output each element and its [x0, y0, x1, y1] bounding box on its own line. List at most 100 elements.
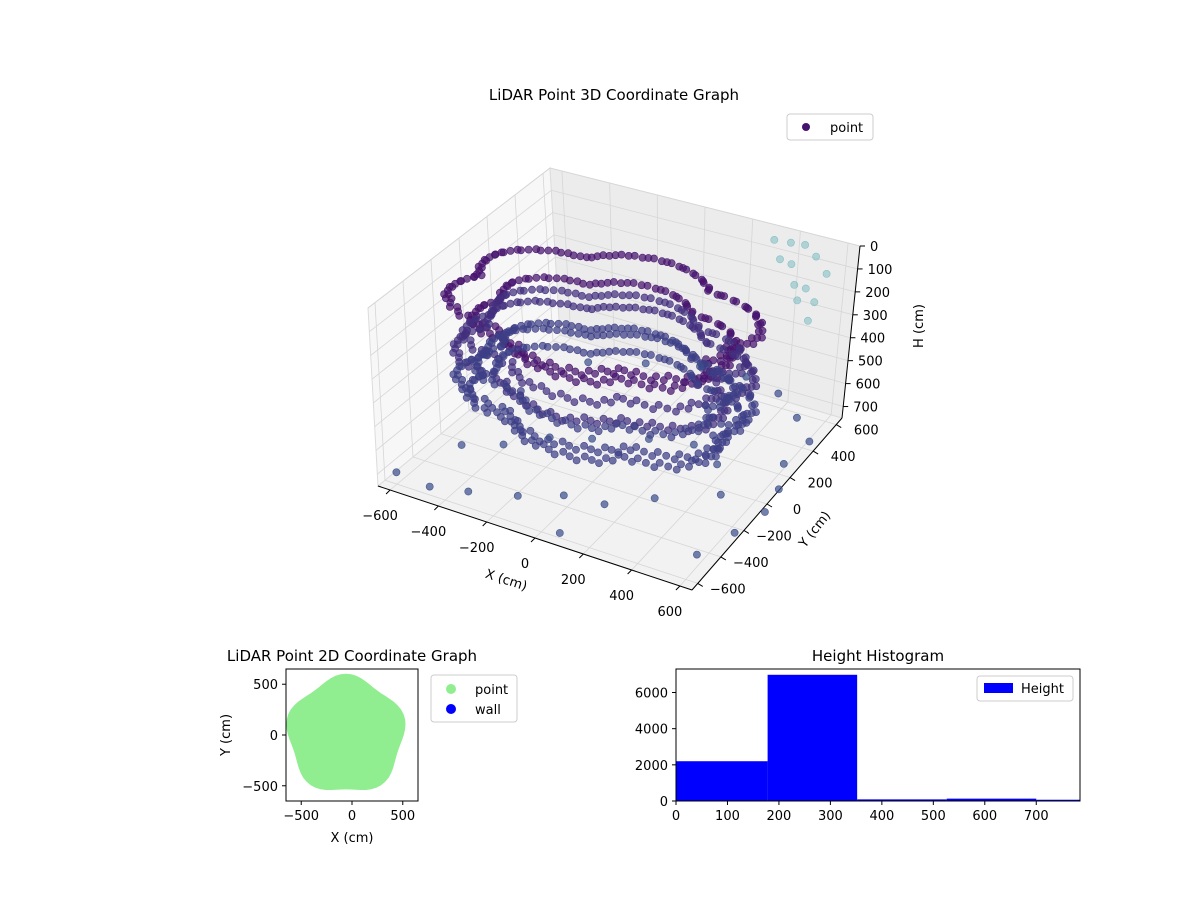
chart-3d-point — [605, 347, 614, 356]
chart-3d-point — [546, 367, 554, 376]
chart-3d-point — [672, 375, 680, 383]
chart-3d-point — [593, 400, 601, 409]
chart-3d-legend: point — [786, 113, 874, 141]
chart-3d-point — [445, 302, 454, 311]
chart-3d-point — [554, 319, 563, 328]
chart-3d-point — [787, 238, 795, 247]
chart-3d-point — [617, 279, 625, 288]
chart-3d-point — [600, 500, 609, 509]
chart-3d-point — [651, 284, 660, 293]
chart-3d-point — [659, 430, 668, 439]
chart-3d-point — [662, 451, 671, 460]
chart-3d-point — [490, 380, 499, 389]
chart-3d-point — [640, 350, 649, 359]
chart-2d-ticks: −500 0 500 500 0 −500 — [242, 678, 415, 824]
chart-3d-point — [464, 487, 473, 496]
chart-3d-point — [632, 396, 641, 405]
chart-3d-point — [758, 326, 767, 335]
chart-3d-point — [675, 450, 684, 459]
chart-3d-point — [587, 456, 596, 464]
chart-3d-point — [720, 392, 729, 401]
chart-3d-point — [608, 456, 617, 465]
chart-2d-y-tick-label: 500 — [253, 678, 278, 693]
chart-3d-point — [524, 245, 533, 254]
chart-3d-point — [688, 426, 696, 434]
chart-3d-point — [468, 345, 477, 354]
chart-3d-point — [499, 440, 508, 449]
chart-3d-point — [696, 362, 704, 371]
chart-3d-point — [741, 302, 750, 311]
chart-3d-y-tick-label: 0 — [793, 503, 801, 518]
histogram-bar — [1036, 799, 1080, 801]
chart-3d-point — [742, 372, 751, 381]
chart-3d-point — [666, 387, 675, 395]
chart-3d-z-tick-label: 200 — [865, 286, 890, 301]
chart-3d-point — [676, 402, 685, 411]
chart-3d-point — [507, 388, 515, 397]
chart-3d-point — [671, 428, 680, 436]
chart-2d-title: LiDAR Point 2D Coordinate Graph — [227, 647, 477, 665]
chart-3d-point — [779, 459, 788, 468]
chart-2d-x-tick-label: 0 — [348, 809, 356, 824]
chart-3d-point — [548, 392, 557, 400]
chart-3d-point — [689, 269, 698, 278]
histogram-y-tick-label: 6000 — [635, 687, 668, 702]
chart-3d-point — [790, 280, 799, 289]
chart-3d-point — [536, 285, 544, 293]
chart-3d-point — [618, 291, 627, 300]
chart-3d-point — [528, 285, 536, 294]
chart-3d-point — [583, 304, 591, 313]
chart-3d-point — [690, 440, 698, 449]
chart-3d-point — [716, 344, 725, 353]
chart-3d-gridline-z — [371, 234, 853, 380]
chart-3d-point — [471, 403, 480, 412]
chart-3d-point — [774, 485, 783, 494]
chart-3d-point — [553, 326, 561, 334]
histogram-legend-box — [976, 675, 1074, 702]
chart-3d-point — [645, 384, 654, 393]
histogram-ticks: 0 100 200 300 400 500 600 700 0 2000 4000 6000 — [635, 687, 1049, 824]
chart-3d-point — [673, 360, 682, 369]
chart-3d-point — [573, 424, 582, 433]
chart-3d-point — [607, 445, 616, 454]
chart-3d-point — [425, 482, 434, 491]
chart-3d-point — [640, 400, 649, 409]
legend-marker-wall — [446, 704, 456, 714]
chart-3d-point — [532, 245, 541, 254]
legend-label-height: Height — [1021, 682, 1064, 697]
histogram-x-tick-label: 200 — [767, 809, 792, 824]
chart-3d-point — [739, 410, 748, 419]
chart-3d-point — [601, 443, 609, 452]
chart-3d-point — [664, 462, 673, 471]
chart-3d-point — [640, 293, 649, 302]
chart-3d-point — [537, 382, 546, 390]
chart-3d-point — [519, 343, 528, 352]
chart-3d-point — [812, 252, 820, 261]
chart-3d-point — [730, 528, 739, 537]
chart-3d-point — [726, 361, 734, 370]
chart-3d-point — [572, 456, 581, 465]
chart-3d-point — [586, 397, 594, 406]
chart-3d-point — [632, 443, 641, 451]
chart-3d-point — [573, 346, 582, 355]
chart-3d-point — [654, 400, 663, 409]
chart-3d-y-tick-label: 200 — [808, 477, 833, 492]
chart-3d-point — [704, 406, 712, 414]
chart-3d-point — [693, 379, 702, 387]
chart-3d-point — [810, 298, 819, 307]
chart-3d-point — [633, 330, 641, 339]
chart-3d-y-tick-label: 400 — [831, 450, 856, 465]
chart-2d-ylabel: Y (cm) — [219, 714, 234, 757]
chart-3d-point — [586, 377, 595, 386]
chart-3d-point — [531, 324, 540, 333]
chart-3d-point — [626, 347, 634, 356]
chart-3d-point — [761, 508, 769, 516]
chart-3d-point — [512, 345, 521, 354]
chart-3d-point — [751, 375, 760, 383]
chart-3d-point — [650, 494, 659, 503]
chart-3d-point — [509, 288, 518, 297]
chart-3d-point — [677, 460, 685, 469]
chart-3d-point — [574, 322, 583, 331]
chart-3d-gridline-y — [430, 259, 745, 531]
chart-3d-point — [674, 304, 682, 312]
